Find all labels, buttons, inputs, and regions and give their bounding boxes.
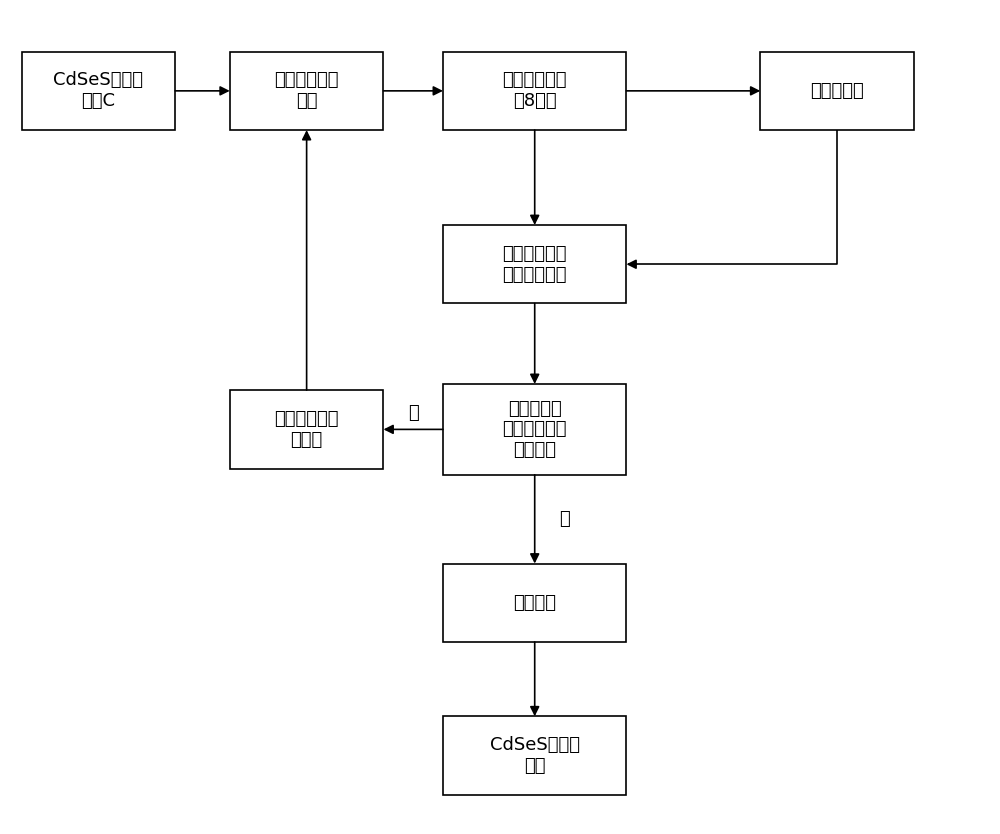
Text: 是否除净杂
质、未反应物
和溶剂？: 是否除净杂 质、未反应物 和溶剂？ xyxy=(502,399,567,460)
Text: 均匀搅拌后沉
降8小时: 均匀搅拌后沉 降8小时 xyxy=(502,72,567,110)
FancyBboxPatch shape xyxy=(443,564,626,642)
Text: 真空干燥: 真空干燥 xyxy=(513,594,556,612)
Text: 是: 是 xyxy=(559,510,570,528)
FancyBboxPatch shape xyxy=(443,384,626,475)
Text: 离心处理后，
再倾去上清液: 离心处理后， 再倾去上清液 xyxy=(502,245,567,284)
FancyBboxPatch shape xyxy=(443,225,626,304)
FancyBboxPatch shape xyxy=(230,52,383,130)
Text: CdSeS量子点
溶液C: CdSeS量子点 溶液C xyxy=(53,72,143,110)
FancyBboxPatch shape xyxy=(230,390,383,469)
Text: 否: 否 xyxy=(408,404,419,422)
FancyBboxPatch shape xyxy=(22,52,175,130)
FancyBboxPatch shape xyxy=(443,716,626,795)
FancyBboxPatch shape xyxy=(760,52,914,130)
Text: 注入非极性有
机溶剂: 注入非极性有 机溶剂 xyxy=(274,410,339,449)
FancyBboxPatch shape xyxy=(443,52,626,130)
Text: 注入极性有机
溶剂: 注入极性有机 溶剂 xyxy=(274,72,339,110)
Text: 倾去上清液: 倾去上清液 xyxy=(810,82,864,100)
Text: CdSeS量子点
粉末: CdSeS量子点 粉末 xyxy=(490,736,580,775)
